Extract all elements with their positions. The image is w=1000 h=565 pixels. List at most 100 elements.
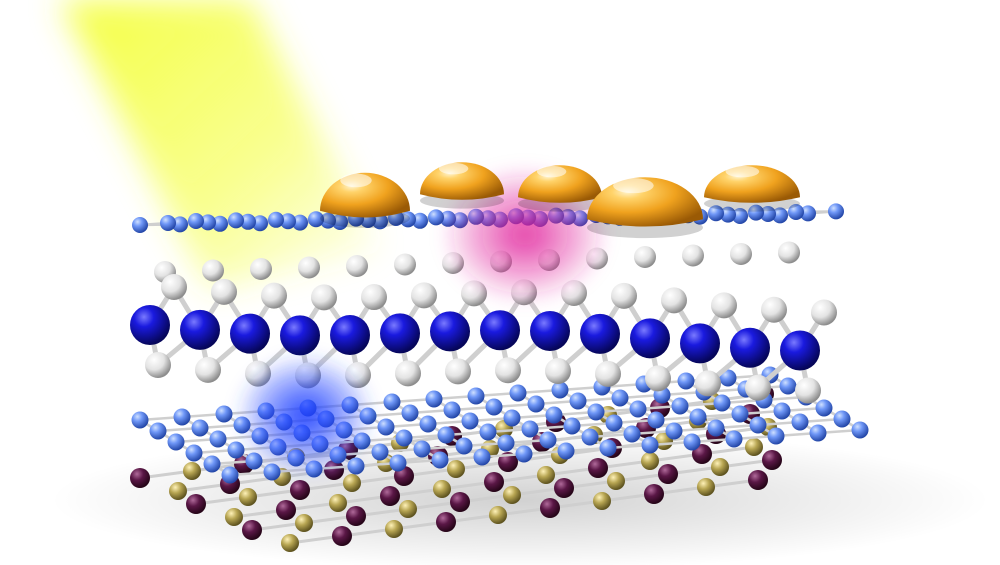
blue-atom xyxy=(280,315,320,356)
blue-atom xyxy=(180,309,220,350)
graphene-atom xyxy=(473,448,491,466)
khaki-atom xyxy=(239,488,257,506)
graphene-atom xyxy=(160,215,176,231)
graphene-atom xyxy=(581,428,599,446)
white-atom xyxy=(645,365,671,392)
graphene-atom xyxy=(268,211,284,228)
graphene-atom xyxy=(539,431,557,449)
graphene-atom xyxy=(372,213,388,230)
white-atom xyxy=(695,370,721,397)
graphene-atom xyxy=(413,440,431,458)
graphene-atom xyxy=(280,213,296,230)
graphene-atom xyxy=(191,419,209,437)
khaki-atom xyxy=(385,520,403,538)
graphene-atom xyxy=(760,206,776,222)
graphene-atom xyxy=(203,455,221,473)
graphene-atom xyxy=(252,215,268,232)
graphene-atom xyxy=(332,214,348,230)
white-atom xyxy=(682,244,704,267)
khaki-atom xyxy=(489,506,507,524)
khaki-atom xyxy=(225,508,243,526)
graphene-atom xyxy=(400,211,416,228)
khaki-atom xyxy=(593,492,611,510)
graphene-atom xyxy=(557,442,575,460)
graphene-atom xyxy=(800,205,816,222)
graphene-atom xyxy=(641,436,659,454)
graphene-atom xyxy=(401,404,419,422)
graphene-atom xyxy=(431,451,449,469)
white-atom xyxy=(346,255,368,277)
blue-glow xyxy=(235,353,375,477)
graphene-atom xyxy=(209,430,227,448)
white-atom xyxy=(661,287,687,314)
graphene-atom xyxy=(773,402,791,420)
blue-atom xyxy=(680,323,720,364)
graphene-atom xyxy=(149,422,167,440)
nanoparticle-highlight xyxy=(725,165,760,178)
purple-atom xyxy=(692,444,712,464)
purple-atom xyxy=(130,468,150,488)
graphene-atom xyxy=(683,433,701,451)
graphene-atom xyxy=(173,408,191,426)
khaki-atom xyxy=(169,482,187,500)
purple-atom xyxy=(242,520,262,540)
graphene-atom xyxy=(485,398,503,416)
white-atom xyxy=(145,352,171,378)
purple-atom xyxy=(644,484,664,504)
white-atom xyxy=(595,360,621,387)
graphene-atom xyxy=(425,390,443,408)
graphene-atom xyxy=(748,204,764,221)
graphene-atom xyxy=(215,405,233,423)
graphene-atom xyxy=(188,213,204,229)
khaki-atom xyxy=(329,494,347,512)
graphene-atom xyxy=(732,208,748,224)
graphene-atom xyxy=(185,444,203,462)
graphene-atom xyxy=(389,454,407,472)
blue-atom xyxy=(580,313,620,354)
khaki-atom xyxy=(399,500,417,518)
graphene-atom xyxy=(509,384,527,402)
graphene-atom xyxy=(172,216,188,233)
purple-atom xyxy=(484,472,504,492)
purple-atom xyxy=(498,452,518,472)
graphene-atom xyxy=(461,412,479,430)
purple-atom xyxy=(588,458,608,478)
white-atom xyxy=(261,282,287,309)
graphene-atom xyxy=(292,214,308,231)
khaki-atom xyxy=(745,438,763,456)
gold-nanoparticle xyxy=(704,165,800,203)
purple-atom xyxy=(762,450,782,470)
graphene-atom xyxy=(308,211,324,228)
purple-atom xyxy=(380,486,400,506)
purple-atom xyxy=(332,526,352,546)
graphene-atom xyxy=(455,437,473,455)
khaki-atom xyxy=(433,480,451,498)
graphene-atom xyxy=(833,410,851,428)
graphene-atom xyxy=(749,416,767,434)
graphene-atom xyxy=(437,426,455,444)
purple-atom xyxy=(658,464,678,484)
white-atom xyxy=(298,256,320,279)
graphene-atom xyxy=(228,212,244,229)
graphene-atom xyxy=(563,417,581,435)
white-atom xyxy=(202,259,224,282)
white-atom xyxy=(411,282,437,309)
white-atom xyxy=(730,243,752,265)
nanoparticle-highlight xyxy=(613,178,654,194)
graphene-atom xyxy=(419,415,437,433)
graphene-atom xyxy=(587,403,605,421)
purple-atom xyxy=(346,506,366,526)
gold-nanoparticle xyxy=(587,177,703,227)
graphene-atom xyxy=(708,205,724,222)
graphene-atom xyxy=(320,212,336,229)
nanoparticle-highlight xyxy=(438,162,469,175)
purple-atom xyxy=(554,478,574,498)
gold-nanoparticle xyxy=(420,162,504,200)
graphene-atom xyxy=(788,204,804,220)
graphene-atom xyxy=(377,418,395,436)
graphene-atom xyxy=(815,399,833,417)
blue-atom xyxy=(480,310,520,351)
graphene-atom xyxy=(677,372,695,390)
white-atom xyxy=(795,377,821,404)
